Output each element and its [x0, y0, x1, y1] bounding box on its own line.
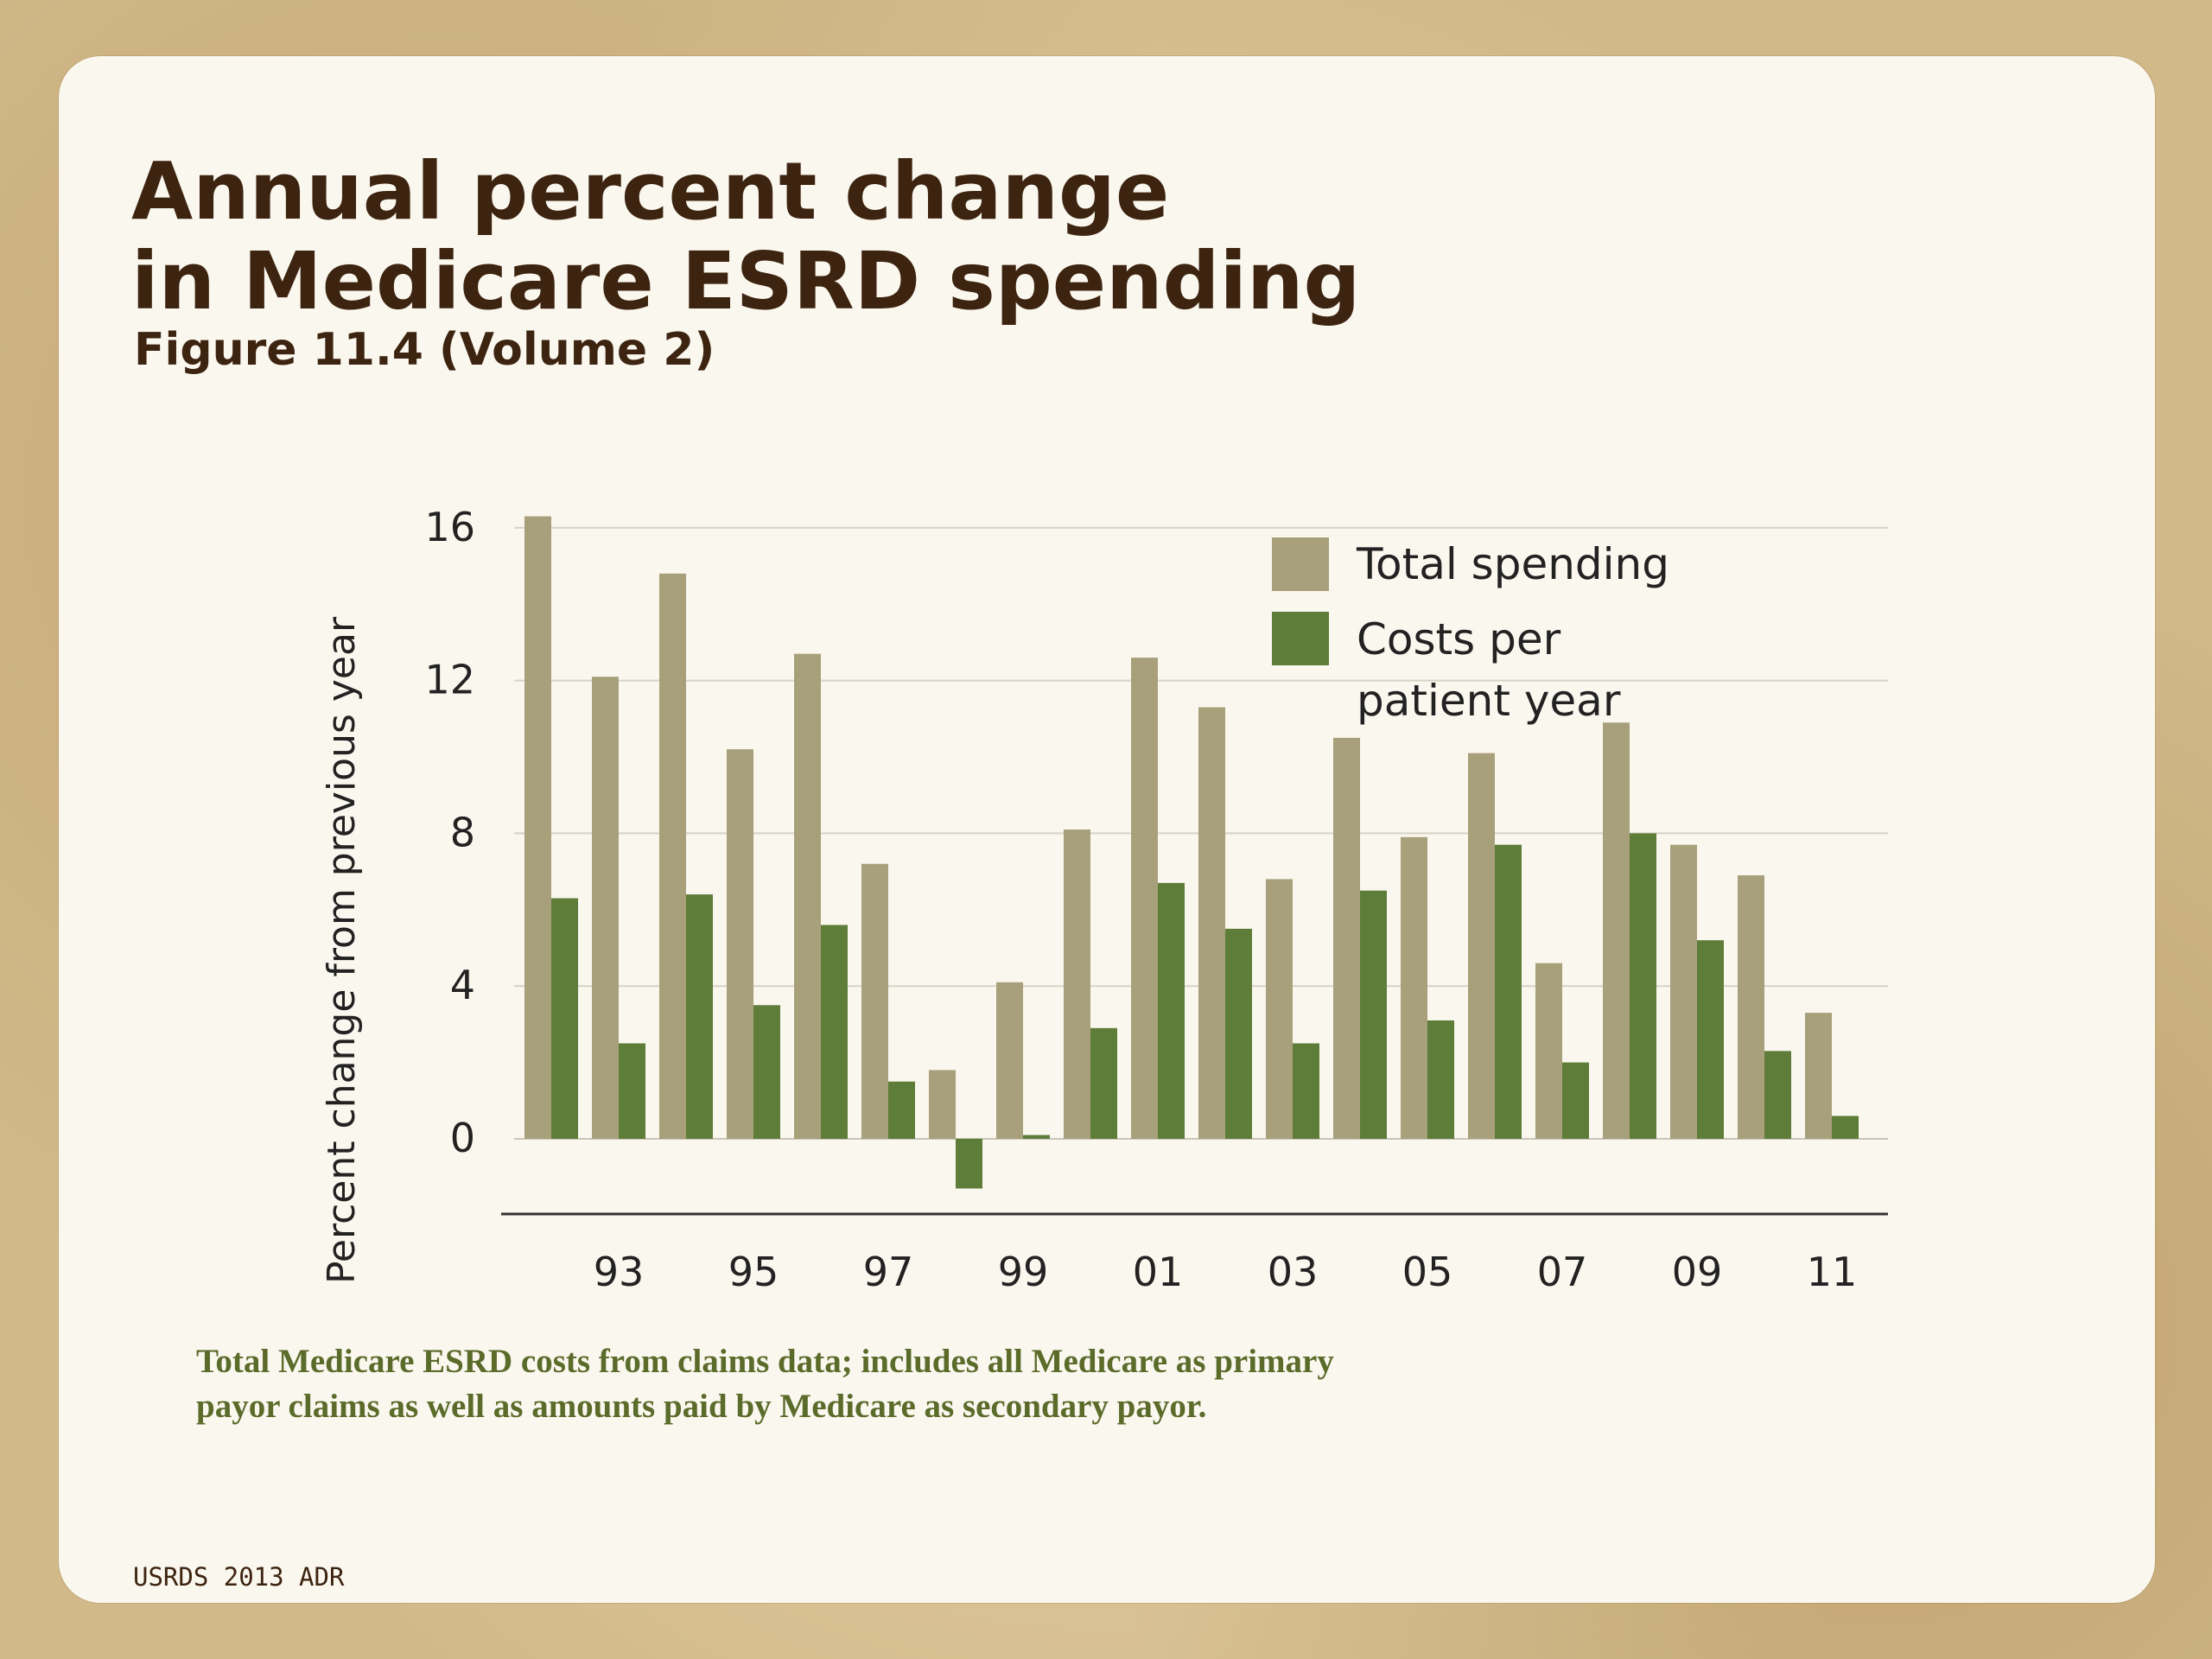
legend-swatch-costs-per-patient [1272, 612, 1329, 665]
source-footer: USRDS 2013 ADR [133, 1562, 345, 1592]
x-tick-label: 97 [863, 1249, 914, 1295]
x-tick-label: 99 [998, 1249, 1049, 1295]
total-spending-bar-08 [1603, 722, 1630, 1139]
costs-per-patient-bar-00 [1090, 1027, 1117, 1139]
total-spending-bar-09 [1670, 844, 1697, 1139]
x-tick-label: 01 [1133, 1249, 1184, 1295]
y-tick-label: 0 [450, 1115, 475, 1161]
total-spending-bar-00 [1064, 829, 1090, 1139]
costs-per-patient-bar-02 [1225, 928, 1252, 1139]
costs-per-patient-bar-95 [753, 1005, 780, 1139]
y-tick-label: 16 [424, 504, 475, 550]
total-spending-bar-96 [794, 653, 821, 1139]
costs-per-patient-bar-01 [1158, 882, 1185, 1139]
slide-panel [59, 56, 2155, 1603]
costs-per-patient-bar-99 [1023, 1135, 1050, 1139]
x-tick-label: 95 [728, 1249, 779, 1295]
costs-per-patient-bar-05 [1427, 1020, 1454, 1139]
costs-per-patient-bar-04 [1360, 890, 1387, 1139]
total-spending-bar-02 [1198, 707, 1225, 1139]
total-spending-bar-10 [1738, 875, 1764, 1139]
costs-per-patient-bar-98 [956, 1139, 982, 1189]
costs-per-patient-bar-07 [1562, 1062, 1589, 1139]
figure-subtitle: Figure 11.4 (Volume 2) [134, 324, 715, 376]
costs-per-patient-bar-09 [1697, 940, 1724, 1139]
title-line-2: in Medicare ESRD spending [131, 235, 1361, 327]
x-tick-label: 03 [1268, 1249, 1319, 1295]
chart-caption: Total Medicare ESRD costs from claims da… [196, 1339, 1579, 1429]
x-tick-label: 11 [1807, 1249, 1858, 1295]
total-spending-bar-05 [1401, 836, 1427, 1139]
total-spending-bar-07 [1535, 963, 1562, 1139]
total-spending-bar-01 [1131, 658, 1158, 1139]
costs-per-patient-bar-10 [1764, 1051, 1791, 1139]
costs-per-patient-bar-94 [686, 894, 713, 1139]
slide-title: Annual percent change in Medicare ESRD s… [131, 147, 1360, 327]
total-spending-bar-98 [929, 1070, 956, 1139]
x-tick-label: 93 [594, 1249, 645, 1295]
total-spending-bar-97 [861, 863, 888, 1139]
costs-per-patient-bar-96 [821, 925, 848, 1139]
caption-line-2: payor claims as well as amounts paid by … [196, 1388, 1207, 1425]
x-tick-label: 07 [1537, 1249, 1588, 1295]
costs-per-patient-bar-08 [1630, 833, 1656, 1139]
costs-per-patient-bar-92 [551, 898, 578, 1139]
costs-per-patient-bar-97 [888, 1081, 915, 1139]
total-spending-bar-11 [1805, 1013, 1832, 1139]
caption-line-1: Total Medicare ESRD costs from claims da… [196, 1343, 1334, 1380]
total-spending-bar-99 [996, 982, 1023, 1139]
costs-per-patient-bar-03 [1293, 1043, 1319, 1139]
y-tick-label: 8 [450, 809, 475, 855]
x-tick-label: 09 [1672, 1249, 1723, 1295]
total-spending-bar-92 [524, 516, 551, 1139]
legend-swatch-total-spending [1272, 537, 1329, 591]
y-tick-label: 4 [450, 962, 475, 1008]
x-tick-label: 05 [1402, 1249, 1453, 1295]
costs-per-patient-bar-11 [1832, 1116, 1859, 1139]
y-tick-label: 12 [424, 657, 475, 703]
legend-label-costs-per-line-1: Costs per [1357, 614, 1561, 664]
total-spending-bar-06 [1468, 753, 1495, 1139]
costs-per-patient-bar-06 [1495, 844, 1522, 1139]
total-spending-bar-04 [1333, 737, 1360, 1139]
total-spending-bar-94 [659, 573, 686, 1139]
y-axis-label: Percent change from previous year [320, 616, 364, 1284]
total-spending-bar-03 [1266, 879, 1293, 1139]
title-line-1: Annual percent change [131, 145, 1170, 238]
total-spending-bar-93 [592, 677, 619, 1139]
legend-label-costs-per-line-2: patient year [1357, 676, 1621, 726]
legend-label-total-spending: Total spending [1356, 539, 1669, 589]
costs-per-patient-bar-93 [619, 1043, 645, 1139]
total-spending-bar-95 [727, 749, 753, 1139]
